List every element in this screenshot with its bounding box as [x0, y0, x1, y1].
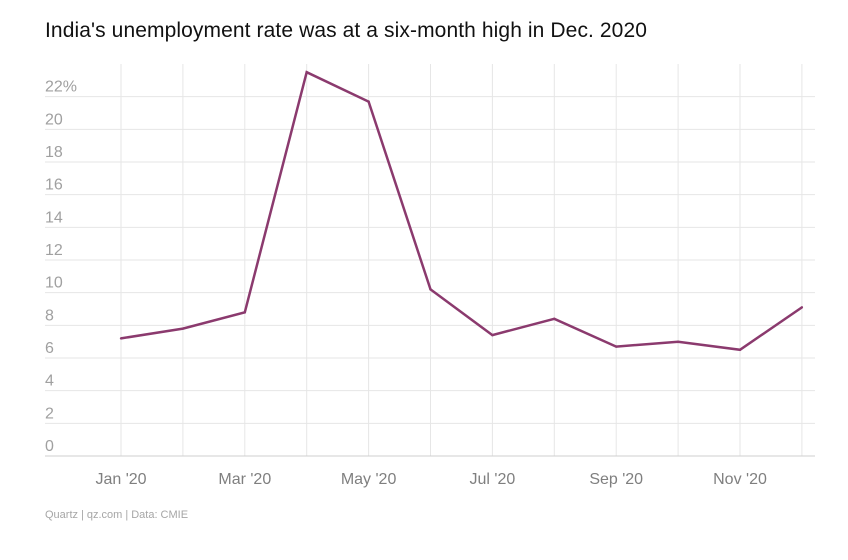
y-tick-label: 22%	[45, 79, 77, 96]
x-tick-label: Sep '20	[589, 471, 643, 488]
y-tick-label: 18	[45, 144, 63, 161]
data-point	[367, 100, 370, 103]
y-tick-label: 12	[45, 242, 63, 259]
y-tick-label: 4	[45, 373, 54, 390]
series-line	[120, 70, 803, 352]
y-tick-label: 10	[45, 275, 63, 292]
x-tick-label: Jul '20	[470, 471, 516, 488]
y-tick-label: 16	[45, 177, 63, 194]
y-tick-label: 8	[45, 307, 54, 324]
footer-separator: |	[81, 509, 84, 521]
footer-site: qz.com	[86, 509, 123, 521]
y-tick-labels: 0 2 4 6 8 10 12 14 16 18 20 22%	[45, 79, 77, 455]
y-tick-label: 14	[45, 209, 63, 226]
x-tick-label: Mar '20	[218, 471, 271, 488]
footer-separator: |	[125, 509, 129, 521]
footer-data-credit: Data: CMIE	[131, 509, 189, 521]
data-point	[676, 340, 680, 343]
chart-title: India's unemployment rate was at a six-m…	[45, 19, 648, 42]
y-tick-label: 0	[45, 438, 54, 455]
data-point	[553, 317, 556, 320]
x-tick-label: Nov '20	[713, 471, 767, 488]
x-tick-labels: Jan '20 Mar '20 May '20 Jul '20 Sep '20 Nov '…	[95, 471, 767, 488]
data-point	[738, 348, 742, 352]
y-tick-label: 6	[45, 340, 54, 357]
data-point	[429, 288, 432, 291]
y-tick-label: 20	[45, 111, 63, 128]
data-point	[181, 327, 185, 330]
data-point	[800, 306, 804, 309]
chart-footer: Quartz | qz.com | Data: CMIE	[45, 509, 188, 521]
data-point	[119, 337, 123, 340]
x-tick-label: Jan '20	[95, 471, 146, 488]
data-point	[305, 70, 308, 74]
y-tick-label: 2	[45, 405, 54, 422]
series-group	[119, 70, 804, 352]
data-point	[243, 311, 246, 314]
data-point	[615, 345, 618, 348]
horizontal-gridlines	[45, 96, 815, 424]
footer-source: Quartz	[45, 509, 79, 521]
data-point	[491, 333, 494, 337]
x-tick-label: May '20	[341, 471, 397, 488]
